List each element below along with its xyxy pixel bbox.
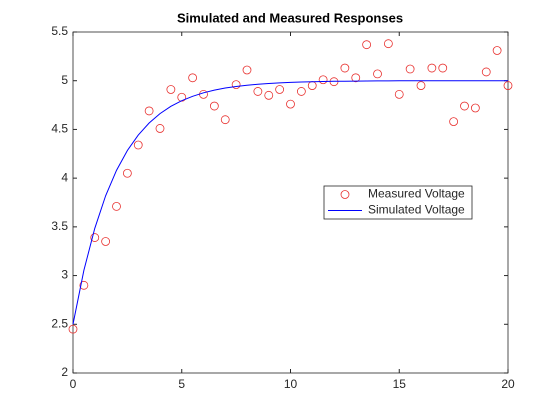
marker bbox=[405, 64, 415, 74]
marker bbox=[68, 324, 78, 334]
chart-title: Simulated and Measured Responses bbox=[177, 10, 403, 25]
marker bbox=[155, 124, 165, 133]
marker bbox=[231, 80, 241, 90]
marker bbox=[492, 46, 502, 55]
y-tick-label: 4 bbox=[61, 170, 68, 184]
marker bbox=[90, 233, 100, 242]
y-tick-label: 2.5 bbox=[51, 316, 68, 330]
y-tick-label: 2 bbox=[61, 365, 68, 379]
marker bbox=[383, 39, 393, 49]
marker bbox=[253, 87, 263, 96]
x-tick-label: 10 bbox=[284, 377, 298, 391]
marker bbox=[79, 280, 89, 290]
marker bbox=[166, 85, 176, 94]
legend-label: Simulated Voltage bbox=[368, 203, 465, 217]
marker bbox=[209, 101, 219, 111]
marker bbox=[427, 63, 437, 73]
marker bbox=[264, 90, 274, 100]
marker bbox=[340, 63, 350, 73]
legend-box bbox=[323, 185, 473, 220]
y-tick-label: 5.5 bbox=[51, 24, 68, 38]
marker bbox=[122, 168, 132, 178]
marker bbox=[188, 73, 198, 83]
marker bbox=[460, 101, 469, 111]
marker bbox=[373, 69, 382, 79]
marker bbox=[177, 92, 187, 102]
marker bbox=[394, 89, 404, 99]
x-tick-label: 15 bbox=[393, 377, 407, 391]
marker bbox=[318, 75, 328, 85]
marker bbox=[275, 85, 285, 94]
marker bbox=[470, 103, 480, 113]
legend: Measured Voltage Simulated Voltage bbox=[323, 185, 473, 220]
marker bbox=[242, 65, 252, 75]
marker bbox=[133, 140, 143, 150]
y-tick-label: 4.5 bbox=[51, 122, 68, 136]
marker bbox=[101, 237, 111, 246]
x-tick-label: 20 bbox=[501, 377, 515, 391]
y-tick-label: 5 bbox=[61, 73, 68, 87]
x-tick-label: 0 bbox=[70, 377, 77, 391]
marker bbox=[416, 81, 426, 90]
marker bbox=[286, 99, 295, 109]
marker bbox=[449, 117, 459, 127]
legend-label: Measured Voltage bbox=[368, 187, 465, 201]
marker bbox=[220, 115, 230, 125]
line bbox=[72, 80, 508, 325]
marker bbox=[503, 81, 513, 90]
marker bbox=[481, 67, 491, 77]
x-tick-label: 5 bbox=[178, 377, 185, 391]
marker bbox=[351, 73, 361, 83]
marker bbox=[144, 106, 154, 116]
marker bbox=[296, 87, 306, 96]
y-tick-label: 3.5 bbox=[51, 219, 68, 233]
marker bbox=[438, 63, 448, 73]
y-tick-label: 3 bbox=[61, 268, 68, 282]
marker bbox=[362, 40, 372, 50]
marker bbox=[112, 201, 121, 211]
legend-swatch bbox=[340, 190, 350, 199]
